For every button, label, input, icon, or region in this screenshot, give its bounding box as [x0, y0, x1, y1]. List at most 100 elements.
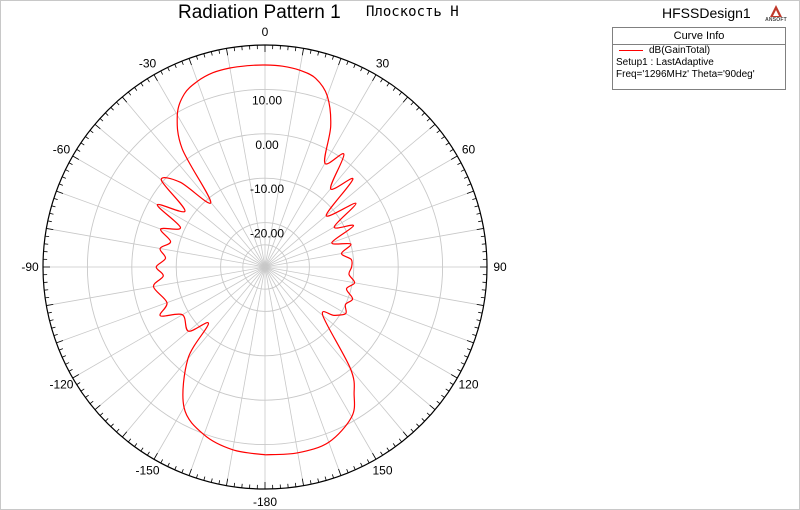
radial-gridline	[153, 266, 266, 460]
radius-tick-label: -20.00	[250, 227, 284, 241]
radial-gridline	[188, 58, 266, 268]
outer-tick	[398, 438, 402, 443]
outer-tick	[457, 368, 462, 372]
outer-tick	[181, 61, 184, 66]
outer-tick	[68, 162, 73, 166]
angle-tick-label: 90	[493, 260, 507, 274]
legend-series-entry[interactable]: dB(GainTotal)	[613, 45, 785, 57]
outer-tick	[46, 303, 54, 306]
outer-tick	[89, 400, 94, 404]
outer-tick	[426, 118, 431, 122]
outer-tick	[45, 296, 50, 299]
radial-gridline	[46, 266, 266, 306]
radius-tick-label: -10.00	[250, 182, 284, 196]
outer-tick	[134, 443, 138, 447]
outer-tick	[480, 235, 485, 238]
outer-tick	[85, 136, 89, 140]
tick-labels: 0 30 60 90 120 150 -180 -150 -120 -90 -60 -30 10.00 0…	[21, 25, 507, 509]
outer-tick	[47, 311, 52, 314]
outer-tick	[116, 428, 120, 433]
outer-tick	[72, 374, 80, 379]
outer-tick	[372, 452, 377, 460]
ring-gridline	[131, 133, 399, 401]
outer-tick	[68, 368, 73, 372]
outer-tick	[421, 112, 425, 116]
legend-series-label: dB(GainTotal)	[649, 45, 711, 56]
outer-tick	[460, 362, 465, 365]
outer-tick	[89, 130, 94, 134]
outer-tick	[457, 162, 462, 166]
outer-tick	[128, 91, 132, 96]
outer-tick	[51, 326, 56, 329]
angle-tick-label: 60	[462, 143, 476, 157]
radial-gridline	[264, 74, 377, 268]
angle-tick-label: 150	[372, 464, 392, 478]
outer-tick	[94, 404, 101, 411]
outer-tick	[99, 118, 104, 122]
outer-tick	[76, 382, 81, 385]
ring-gridline	[175, 177, 355, 357]
outer-tick	[226, 478, 229, 486]
outer-tick	[218, 480, 221, 485]
outer-tick	[62, 355, 67, 358]
outer-tick	[51, 205, 56, 208]
outer-tick	[233, 47, 236, 52]
outer-tick	[476, 212, 481, 215]
outer-tick	[402, 431, 409, 438]
outer-tick	[65, 169, 70, 172]
outer-tick	[188, 58, 192, 66]
outer-tick	[294, 47, 297, 52]
outer-tick	[59, 183, 64, 186]
outer-tick	[346, 468, 349, 473]
legend-swatch	[619, 49, 643, 51]
radius-tick-label: 10.00	[252, 93, 282, 107]
radial-gridline	[226, 48, 266, 268]
radial-gridline	[94, 123, 266, 268]
outer-tick	[353, 64, 356, 69]
outer-tick	[445, 388, 450, 392]
angle-tick-label: -30	[139, 56, 157, 70]
outer-tick	[309, 49, 312, 54]
outer-tick	[294, 482, 297, 487]
radial-gridline	[121, 266, 266, 438]
radial-gridline	[72, 266, 266, 379]
outer-tick	[436, 130, 441, 134]
angle-tick-label: 30	[376, 56, 390, 70]
chart-title: Radiation Pattern 1	[178, 2, 341, 23]
outer-tick	[105, 418, 109, 422]
outer-tick	[472, 333, 477, 336]
outer-tick	[466, 340, 474, 344]
logo-text: ANSOFT	[765, 17, 787, 23]
outer-tick	[331, 474, 334, 479]
radial-gridline	[264, 123, 436, 268]
outer-tick	[80, 388, 85, 392]
angle-tick-label: -150	[135, 464, 159, 478]
curve-layer	[152, 64, 357, 456]
outer-tick	[445, 142, 450, 146]
outer-tick	[429, 123, 436, 130]
outer-tick	[56, 340, 64, 344]
angle-tick-label: -90	[21, 260, 39, 274]
curve-info-legend[interactable]: Curve Info dB(GainTotal) Setup1 : LastAd…	[612, 27, 786, 90]
outer-tick	[466, 183, 471, 186]
outer-tick	[416, 107, 420, 111]
outer-tick	[85, 394, 89, 398]
radial-gridline	[264, 266, 304, 486]
radial-gridline	[121, 96, 266, 268]
outer-tick	[436, 400, 441, 404]
outer-tick	[45, 235, 50, 238]
radial-gridline	[264, 155, 458, 268]
radial-gridline	[188, 266, 266, 476]
outer-tick	[153, 452, 158, 460]
outer-tick	[99, 412, 104, 416]
outer-tick	[140, 82, 144, 87]
outer-tick	[46, 228, 54, 231]
outer-tick	[402, 96, 409, 103]
outer-tick	[301, 478, 304, 486]
outer-tick	[56, 190, 64, 194]
outer-tick	[188, 468, 192, 476]
legend-freq-line: Freq='1296MHz' Theta='90deg'	[616, 69, 755, 80]
outer-tick	[353, 465, 356, 470]
outer-tick	[317, 478, 320, 483]
